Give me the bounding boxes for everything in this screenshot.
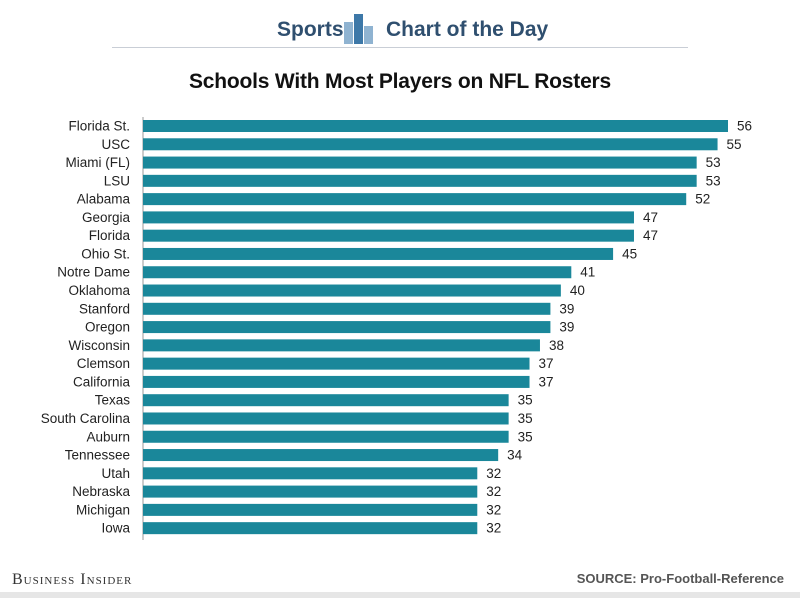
bar-chart-icon (344, 14, 373, 44)
bar (143, 229, 634, 242)
data-label: 32 (486, 484, 501, 499)
data-label: 56 (737, 119, 752, 134)
bar (143, 193, 687, 206)
category-label: Georgia (82, 210, 131, 225)
bar (143, 357, 530, 370)
category-label: Florida St. (68, 119, 130, 134)
bar (143, 339, 540, 352)
data-label: 52 (695, 192, 710, 207)
data-label: 37 (539, 356, 554, 371)
category-label: Stanford (79, 301, 130, 316)
data-label: 38 (549, 338, 564, 353)
category-label: South Carolina (41, 411, 131, 426)
data-label: 53 (706, 173, 721, 188)
category-label: Texas (95, 393, 131, 408)
bar (143, 467, 478, 480)
bar (143, 120, 728, 132)
category-label: LSU (104, 173, 130, 188)
category-label: Utah (101, 466, 130, 481)
data-label: 35 (518, 393, 533, 408)
category-label: Auburn (86, 429, 130, 444)
bar (143, 321, 551, 334)
source-note: SOURCE: Pro-Football-Reference (576, 571, 784, 586)
category-label: Florida (89, 228, 131, 243)
data-label: 55 (727, 137, 742, 152)
data-label: 37 (539, 374, 554, 389)
bar (143, 375, 530, 388)
series-label: Chart of the Day (386, 18, 549, 41)
bar (143, 449, 499, 462)
category-label: Miami (FL) (66, 155, 131, 170)
data-label: 47 (643, 210, 658, 225)
category-label: USC (101, 137, 130, 152)
category-label: Alabama (77, 192, 131, 207)
bar (143, 503, 478, 516)
category-label: Nebraska (72, 484, 130, 499)
data-label: 45 (622, 246, 637, 261)
bar (143, 211, 634, 224)
chart-header: Sports Chart of the Day (0, 8, 800, 48)
category-label: Clemson (77, 356, 130, 371)
data-label: 32 (486, 521, 501, 536)
brand-logo: Business Insider (12, 571, 133, 588)
bar (143, 156, 697, 169)
category-label: Tennessee (65, 448, 130, 463)
bar (143, 247, 614, 260)
data-label: 47 (643, 228, 658, 243)
bar (143, 284, 561, 297)
data-label: 32 (486, 502, 501, 517)
bar (143, 138, 718, 151)
bar-chart: Florida St. 56 USC 55 Miami (FL) 53 LSU 53 Alaba… (41, 117, 752, 540)
section-label: Sports (277, 18, 344, 41)
data-label: 40 (570, 283, 585, 298)
data-label: 41 (580, 265, 595, 280)
bar (143, 485, 478, 498)
category-label: Ohio St. (81, 246, 130, 261)
category-label: California (73, 374, 131, 389)
bar (143, 394, 509, 407)
category-label: Oklahoma (68, 283, 130, 298)
chart-title: Schools With Most Players on NFL Rosters (189, 70, 611, 93)
data-label: 39 (559, 301, 574, 316)
data-label: 32 (486, 466, 501, 481)
category-label: Michigan (76, 502, 130, 517)
data-label: 34 (507, 448, 523, 463)
data-label: 53 (706, 155, 721, 170)
bar (143, 266, 572, 279)
footer-divider (0, 592, 800, 598)
bar (143, 430, 509, 443)
category-label: Oregon (85, 320, 130, 335)
category-label: Notre Dame (57, 265, 130, 280)
bar (143, 412, 509, 425)
bar (143, 302, 551, 315)
data-label: 35 (518, 429, 533, 444)
data-label: 35 (518, 411, 533, 426)
category-label: Iowa (101, 521, 130, 536)
data-label: 39 (559, 320, 574, 335)
bar (143, 522, 478, 535)
header-divider (112, 47, 688, 48)
bar (143, 174, 697, 187)
category-label: Wisconsin (68, 338, 130, 353)
